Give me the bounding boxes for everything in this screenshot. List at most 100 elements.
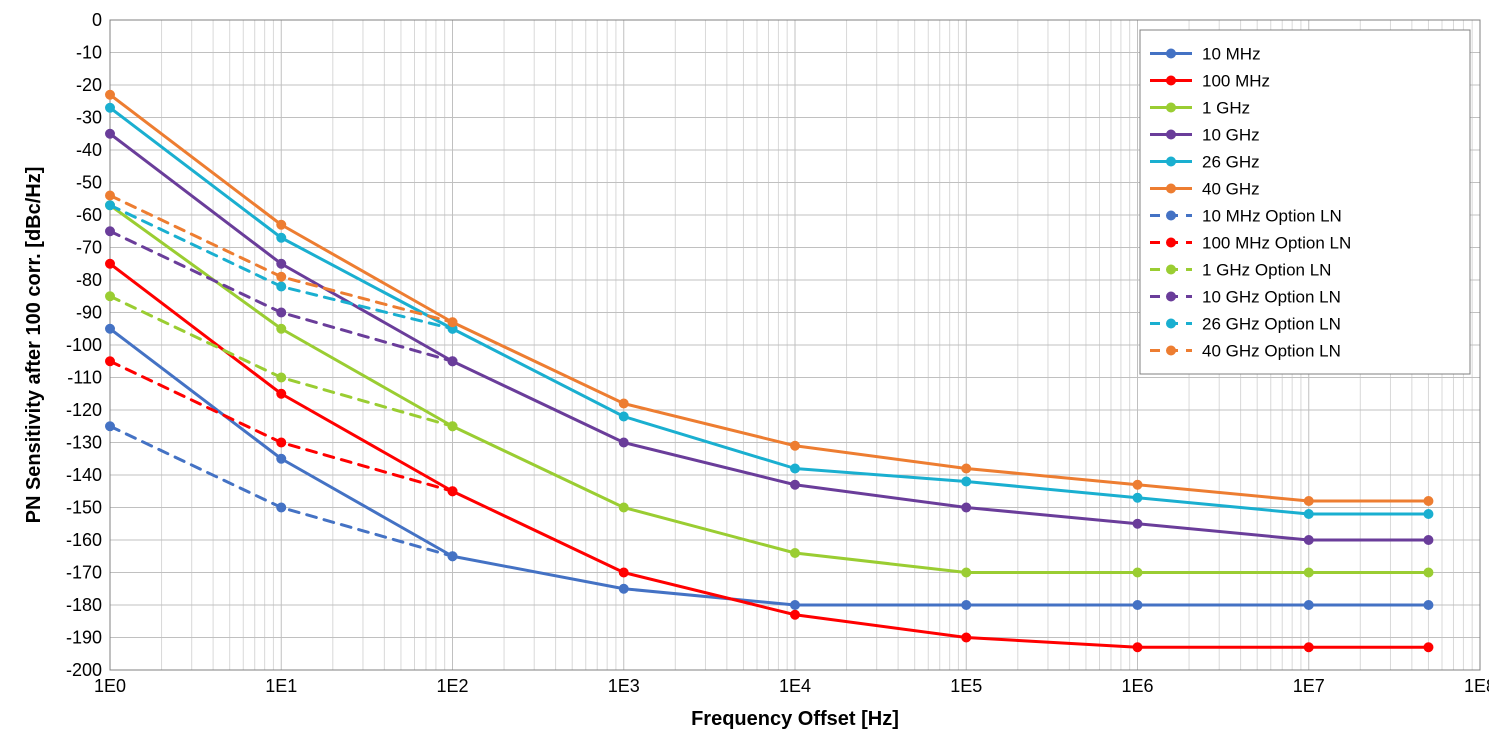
legend-item-label: 10 MHz Option LN: [1202, 207, 1342, 226]
series-marker: [276, 373, 286, 383]
series-marker: [1133, 642, 1143, 652]
y-tick-label: -90: [76, 303, 102, 323]
series-marker: [1423, 496, 1433, 506]
series-marker: [1304, 600, 1314, 610]
series-marker: [276, 438, 286, 448]
x-tick-label: 1E5: [950, 676, 982, 696]
series-marker: [105, 200, 115, 210]
series-marker: [1304, 509, 1314, 519]
y-tick-label: -190: [66, 628, 102, 648]
chart-svg: 1E01E11E21E31E41E51E61E71E8-200-190-180-…: [10, 10, 1489, 744]
legend-item-label: 10 MHz: [1202, 45, 1261, 64]
series-marker: [105, 291, 115, 301]
series-marker: [1133, 600, 1143, 610]
series-marker: [1423, 568, 1433, 578]
series-marker: [276, 259, 286, 269]
series-marker: [105, 226, 115, 236]
series-marker: [276, 272, 286, 282]
series-marker: [448, 317, 458, 327]
legend-item-label: 1 GHz Option LN: [1202, 261, 1331, 280]
y-tick-label: -140: [66, 465, 102, 485]
y-tick-label: -130: [66, 433, 102, 453]
y-tick-label: -70: [76, 238, 102, 258]
x-axis-label: Frequency Offset [Hz]: [691, 708, 899, 730]
series-marker: [619, 503, 629, 513]
series-marker: [961, 503, 971, 513]
y-tick-label: -170: [66, 563, 102, 583]
series-marker: [790, 610, 800, 620]
series-marker: [276, 454, 286, 464]
series-marker: [619, 438, 629, 448]
series-marker: [276, 324, 286, 334]
legend-item-label: 10 GHz Option LN: [1202, 288, 1341, 307]
series-marker: [1304, 496, 1314, 506]
series-marker: [105, 191, 115, 201]
series-marker: [619, 584, 629, 594]
y-tick-label: 0: [92, 10, 102, 30]
y-tick-label: -50: [76, 173, 102, 193]
y-tick-label: -30: [76, 108, 102, 128]
y-tick-label: -20: [76, 75, 102, 95]
legend-item-label: 1 GHz: [1202, 99, 1250, 118]
series-marker: [1133, 493, 1143, 503]
series-marker: [105, 324, 115, 334]
y-tick-label: -40: [76, 140, 102, 160]
series-marker: [105, 421, 115, 431]
series-marker: [961, 600, 971, 610]
y-tick-label: -120: [66, 400, 102, 420]
series-marker: [790, 480, 800, 490]
series-marker: [1423, 600, 1433, 610]
y-tick-label: -80: [76, 270, 102, 290]
legend-item-label: 40 GHz: [1202, 180, 1260, 199]
series-marker: [1304, 642, 1314, 652]
series-marker: [276, 308, 286, 318]
series-marker: [790, 441, 800, 451]
y-tick-label: -160: [66, 530, 102, 550]
series-marker: [790, 548, 800, 558]
series-marker: [1423, 642, 1433, 652]
series-marker: [276, 282, 286, 292]
legend-item-label: 40 GHz Option LN: [1202, 342, 1341, 361]
legend-item-label: 100 MHz: [1202, 72, 1270, 91]
series-marker: [105, 129, 115, 139]
phase-noise-chart: 1E01E11E21E31E41E51E61E71E8-200-190-180-…: [10, 10, 1489, 744]
series-marker: [276, 220, 286, 230]
series-marker: [105, 103, 115, 113]
series-marker: [276, 389, 286, 399]
series-marker: [1304, 568, 1314, 578]
series-marker: [961, 568, 971, 578]
series-marker: [1423, 535, 1433, 545]
series-marker: [105, 90, 115, 100]
y-tick-label: -10: [76, 43, 102, 63]
legend-item-label: 26 GHz Option LN: [1202, 315, 1341, 334]
series-marker: [448, 356, 458, 366]
y-tick-label: -60: [76, 205, 102, 225]
series-marker: [448, 551, 458, 561]
series-marker: [1133, 568, 1143, 578]
series-marker: [1133, 480, 1143, 490]
series-marker: [961, 633, 971, 643]
series-marker: [105, 356, 115, 366]
y-axis-label: PN Sensitivity after 100 corr. [dBc/Hz]: [23, 167, 45, 524]
series-marker: [619, 399, 629, 409]
series-marker: [448, 421, 458, 431]
x-tick-label: 1E7: [1293, 676, 1325, 696]
y-tick-label: -100: [66, 335, 102, 355]
series-marker: [790, 464, 800, 474]
series-marker: [276, 233, 286, 243]
series-marker: [276, 503, 286, 513]
x-tick-label: 1E2: [436, 676, 468, 696]
series-marker: [619, 568, 629, 578]
series-marker: [105, 259, 115, 269]
legend-item-label: 10 GHz: [1202, 126, 1260, 145]
x-tick-label: 1E6: [1121, 676, 1153, 696]
series-marker: [1133, 519, 1143, 529]
y-tick-label: -180: [66, 595, 102, 615]
y-tick-label: -110: [67, 368, 102, 388]
series-marker: [1423, 509, 1433, 519]
x-tick-label: 1E3: [608, 676, 640, 696]
series-marker: [448, 486, 458, 496]
x-tick-label: 1E8: [1464, 676, 1489, 696]
series-marker: [790, 600, 800, 610]
y-tick-label: -150: [66, 498, 102, 518]
